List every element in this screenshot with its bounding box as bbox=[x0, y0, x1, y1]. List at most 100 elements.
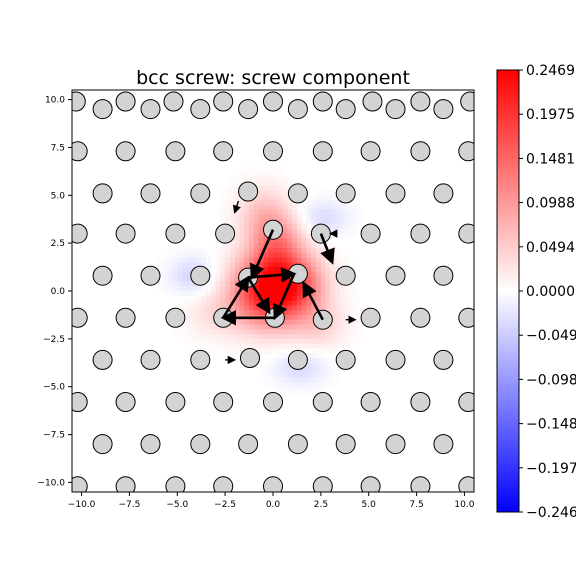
field-cell bbox=[335, 310, 341, 316]
field-cell bbox=[253, 195, 260, 201]
field-cell bbox=[244, 334, 250, 340]
atom-marker bbox=[287, 183, 308, 204]
field-cell bbox=[335, 314, 341, 321]
field-cell bbox=[354, 329, 360, 335]
field-cell bbox=[306, 334, 312, 340]
displacement-arrow bbox=[247, 267, 297, 283]
field-cell bbox=[263, 257, 269, 263]
field-cell bbox=[306, 247, 312, 254]
field-cell bbox=[296, 391, 303, 397]
field-cell bbox=[273, 362, 279, 369]
field-cell bbox=[340, 319, 346, 325]
atom-marker bbox=[240, 348, 260, 368]
field-cell bbox=[320, 262, 327, 268]
field-cell bbox=[234, 180, 240, 187]
atom-marker bbox=[213, 476, 234, 492]
displacement-arrow bbox=[232, 200, 241, 214]
field-cell bbox=[263, 377, 269, 383]
field-cell bbox=[316, 353, 322, 359]
field-cell bbox=[344, 286, 351, 292]
field-cell bbox=[301, 291, 307, 297]
field-cell bbox=[325, 224, 331, 230]
field-cell bbox=[306, 319, 312, 325]
field-cell bbox=[320, 204, 327, 211]
field-cell bbox=[320, 257, 327, 263]
field-cell bbox=[344, 219, 351, 225]
field-cell bbox=[229, 286, 236, 292]
field-cell bbox=[268, 377, 274, 383]
field-cell bbox=[162, 257, 169, 263]
field-cell bbox=[268, 262, 274, 268]
field-cell bbox=[263, 353, 269, 359]
colorbar-tick-label: −0.0494 bbox=[526, 328, 576, 344]
displacement-arrow bbox=[319, 233, 335, 265]
field-cell bbox=[244, 243, 250, 249]
field-cell bbox=[215, 338, 221, 345]
field-cell bbox=[340, 329, 346, 335]
field-cell bbox=[306, 367, 312, 373]
field-cell bbox=[316, 300, 322, 306]
field-cell bbox=[282, 281, 288, 287]
field-cell bbox=[263, 247, 269, 254]
field-cell bbox=[196, 247, 202, 254]
field-cell bbox=[215, 286, 221, 292]
field-cell bbox=[316, 257, 322, 263]
field-cell bbox=[335, 343, 341, 349]
x-tick-label: 7.5 bbox=[409, 500, 423, 510]
field-cell bbox=[258, 291, 264, 297]
field-cell bbox=[268, 185, 274, 191]
field-cell bbox=[287, 233, 293, 239]
field-cell bbox=[292, 377, 298, 383]
field-cell bbox=[268, 348, 274, 354]
field-cell bbox=[182, 310, 188, 316]
field-cell bbox=[225, 281, 231, 287]
atom-marker bbox=[458, 476, 474, 492]
field-cell bbox=[320, 367, 327, 373]
field-cell bbox=[325, 348, 331, 354]
field-cell bbox=[253, 176, 260, 182]
field-cell bbox=[335, 305, 341, 311]
atom-marker bbox=[473, 106, 474, 112]
field-cell bbox=[306, 300, 312, 306]
field-cell bbox=[316, 295, 322, 302]
field-cell bbox=[287, 257, 293, 263]
field-cell bbox=[354, 214, 360, 220]
field-cell bbox=[225, 324, 231, 330]
field-cell bbox=[311, 310, 317, 316]
field-cell bbox=[277, 200, 284, 206]
field-cell bbox=[301, 377, 307, 383]
field-cell bbox=[320, 200, 327, 206]
field-cell bbox=[316, 386, 322, 392]
field-cell bbox=[301, 300, 307, 306]
field-cell bbox=[239, 310, 245, 316]
atom-marker bbox=[385, 265, 406, 286]
field-cell bbox=[344, 262, 351, 268]
field-cell bbox=[253, 252, 260, 258]
field-cell bbox=[330, 314, 336, 321]
field-cell bbox=[177, 262, 183, 268]
field-cell bbox=[311, 238, 317, 244]
atom-marker bbox=[335, 99, 356, 120]
field-cell bbox=[258, 219, 264, 225]
field-cell bbox=[234, 324, 240, 330]
field-cell bbox=[292, 329, 298, 335]
field-cell bbox=[191, 247, 197, 254]
field-cell bbox=[201, 257, 207, 263]
field-cell bbox=[320, 305, 327, 311]
field-cell bbox=[330, 195, 336, 201]
field-cell bbox=[273, 286, 279, 292]
field-cell bbox=[287, 310, 293, 316]
field-cell bbox=[249, 334, 255, 340]
atom-marker bbox=[92, 434, 113, 455]
field-cell bbox=[311, 358, 317, 364]
field-cell bbox=[359, 324, 365, 330]
field-cell bbox=[306, 219, 312, 225]
field-cell bbox=[273, 377, 279, 383]
field-cell bbox=[282, 305, 288, 311]
field-cell bbox=[282, 358, 288, 364]
field-cell bbox=[287, 291, 293, 297]
atom-marker bbox=[115, 307, 136, 328]
field-cell bbox=[282, 334, 288, 340]
field-cell bbox=[210, 300, 217, 306]
field-cell bbox=[325, 204, 331, 211]
